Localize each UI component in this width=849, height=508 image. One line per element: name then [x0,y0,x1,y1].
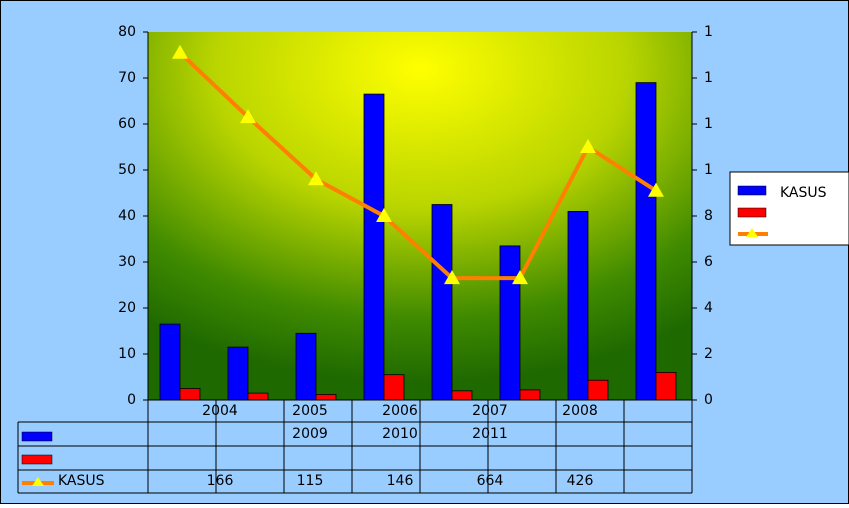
marker [308,171,324,186]
table-value: 166 [207,473,234,489]
bar [499,245,521,401]
y-tick-label: 70 [118,70,136,86]
x-tick-label: 2007 [472,403,508,419]
bar [635,82,657,401]
plot-area [148,32,692,400]
x-tick-label: 2010 [382,426,418,442]
bar [567,210,589,401]
marker [376,208,392,222]
x-tick-label: 2009 [292,426,328,442]
table-value: 426 [567,473,594,489]
bar [451,390,473,401]
table-key [21,431,53,442]
bar [655,371,677,401]
table-key [21,454,53,465]
y2-tick-label: 1 [704,116,713,132]
y2-tick-label: 1 [704,24,713,40]
y2-tick-label: 0 [704,392,713,408]
bar [363,93,385,401]
table-key [32,477,44,486]
y2-tick-label: 4 [704,300,713,316]
bar [431,204,453,401]
bar [179,388,201,401]
marker [512,270,528,285]
y-tick-label: 20 [118,300,136,316]
bar [227,346,249,401]
bar [519,389,541,401]
x-tick-label: 2011 [472,426,508,442]
bar [315,394,337,401]
marker [648,182,664,197]
x-tick-label: 2008 [562,403,598,419]
y2-tick-label: 2 [704,346,713,362]
x-tick-label: 2005 [292,403,328,419]
bar [295,332,317,401]
table-row-label: KASUS [58,473,105,489]
table-value: 146 [387,473,414,489]
y2-tick-label: 6 [704,254,713,270]
y2-tick-label: 1 [704,162,713,178]
y-tick-label: 40 [118,208,136,224]
bar [159,323,181,401]
y-tick-label: 10 [118,346,136,362]
y-tick-label: 30 [118,254,136,270]
legend-swatch [746,228,758,237]
y2-tick-label: 1 [704,70,713,86]
y-tick-label: 50 [118,162,136,178]
bar [383,374,405,401]
line [178,51,658,281]
legend-label: KASUS [780,185,827,201]
legend-swatch [737,185,767,196]
marker [172,44,188,59]
y-tick-label: 60 [118,116,136,132]
marker [580,139,596,153]
marker [444,270,460,285]
y-tick-label: 80 [118,24,136,40]
bar [587,379,609,401]
marker [240,109,256,124]
table-value: 664 [477,473,504,489]
legend-swatch [737,207,767,218]
x-tick-label: 2004 [202,403,238,419]
bar [247,392,269,401]
y2-tick-label: 8 [704,208,713,224]
table-value: 115 [297,473,324,489]
y-tick-label: 0 [127,392,136,408]
x-tick-label: 2006 [382,403,418,419]
